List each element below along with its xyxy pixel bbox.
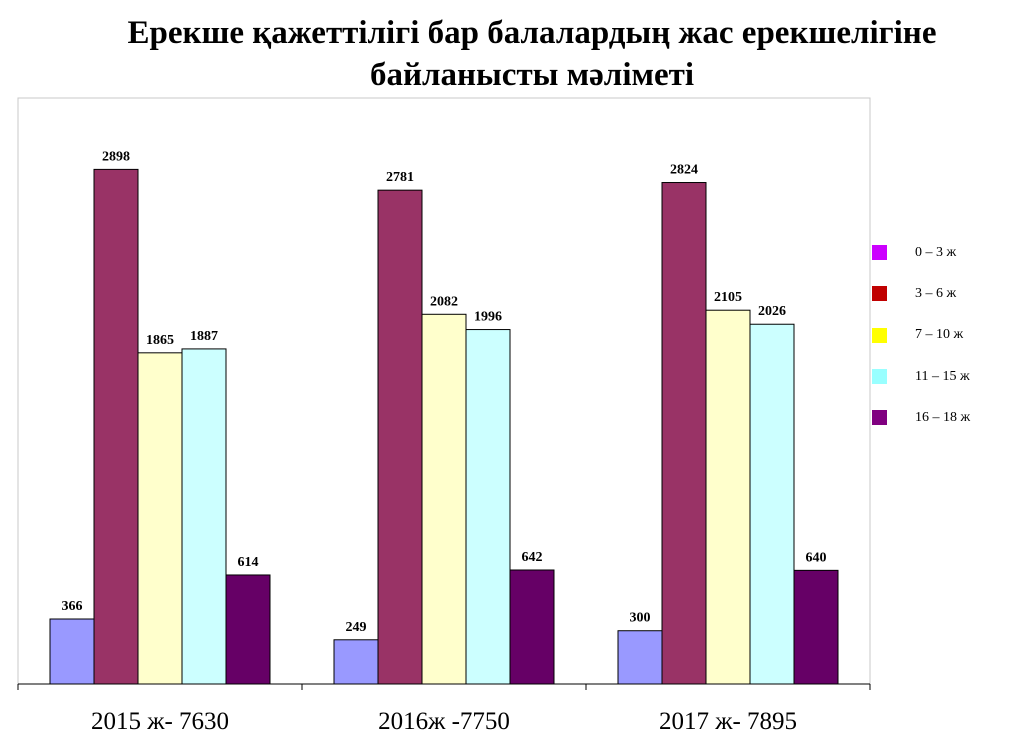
legend-label: 16 – 18 ж (915, 409, 971, 425)
bar (793, 569, 839, 685)
bar (181, 348, 227, 685)
legend-item: 16 – 18 ж (872, 397, 992, 438)
bar (137, 352, 183, 685)
data-label: 366 (62, 599, 83, 614)
legend-swatch (872, 286, 887, 302)
data-label: 642 (522, 550, 543, 565)
chart-title-line-2: байланысты мәліметі (370, 57, 694, 93)
chart-title-line-1: Ерекше қажеттілігі бар балалардың жас ер… (127, 15, 937, 51)
bar (225, 574, 271, 685)
data-label: 2898 (102, 149, 130, 164)
data-label: 2026 (758, 304, 786, 319)
x-tick-label: 2015 ж- 7630 (91, 708, 229, 735)
data-label: 2781 (386, 170, 414, 185)
data-label: 1996 (474, 310, 502, 325)
bar (661, 182, 707, 685)
bar (93, 168, 139, 685)
x-axis-ticks (17, 684, 871, 690)
data-label: 2082 (430, 294, 458, 309)
x-tick-label: 2016ж -7750 (378, 708, 510, 735)
bar (509, 569, 555, 685)
data-label: 2824 (670, 163, 698, 178)
data-label: 640 (806, 550, 827, 565)
chart-title: Ерекше қажеттілігі бар балалардың жас ер… (0, 12, 1024, 96)
data-label: 249 (346, 620, 367, 635)
legend-label: 11 – 15 ж (915, 368, 970, 384)
bar (749, 323, 795, 685)
legend-item: 7 – 10 ж (872, 315, 992, 356)
legend-swatch (872, 327, 887, 343)
data-label: 614 (238, 555, 259, 570)
data-label: 1887 (190, 329, 218, 344)
value-labels-group: 366 2898 1865 1887 614 249 2781 2082 1996 642 300 2… (62, 149, 827, 634)
bar (333, 639, 379, 685)
bar (421, 313, 467, 685)
chart-legend: 0 – 3 ж 3 – 6 ж 7 – 10 ж 11 – 15 ж 16 – … (872, 232, 992, 438)
legend-swatch (872, 410, 887, 426)
data-label: 300 (630, 611, 651, 626)
legend-label: 7 – 10 ж (915, 327, 964, 343)
legend-item: 11 – 15 ж (872, 356, 992, 397)
legend-label: 3 – 6 ж (915, 285, 957, 301)
data-label: 2105 (714, 290, 742, 305)
legend-item: 3 – 6 ж (872, 273, 992, 314)
x-tick-label: 2017 ж- 7895 (659, 708, 797, 735)
legend-swatch (872, 245, 887, 261)
bar (49, 618, 95, 685)
data-label: 1865 (146, 333, 174, 348)
bar (617, 630, 663, 685)
bar (465, 329, 511, 685)
legend-label: 0 – 3 ж (915, 244, 957, 260)
bar (377, 189, 423, 685)
legend-swatch (872, 369, 887, 385)
bar (705, 309, 751, 685)
x-axis-tick-labels: 2015 ж- 7630 2016ж -7750 2017 ж- 7895 (91, 708, 797, 735)
bars-group (49, 168, 839, 685)
legend-item: 0 – 3 ж (872, 232, 992, 273)
